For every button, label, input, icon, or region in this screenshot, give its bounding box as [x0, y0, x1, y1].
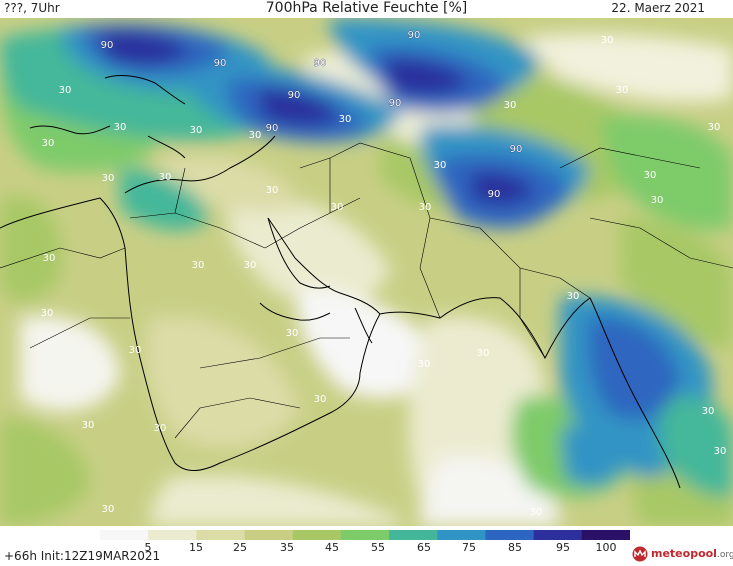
meteopool-logo: meteopool.org — [632, 544, 733, 564]
colorbar-swatch — [437, 530, 486, 540]
contour-label: 30 — [102, 173, 115, 184]
contour-label: 30 — [41, 308, 54, 319]
logo-name: meteopool — [651, 547, 717, 560]
valid-date-label: 22. Maerz 2021 — [611, 1, 705, 15]
contour-label: 30 — [331, 202, 344, 213]
humidity-map: 90 90 90 90 90 90 90 90 90 30 30 30 30 30 30 30 30 30 30 30… — [0, 18, 733, 526]
contour-label: 30 — [244, 260, 257, 271]
contour-label: 90 — [488, 189, 501, 200]
contour-label: 30 — [714, 446, 727, 457]
contour-label: 30 — [129, 345, 142, 356]
colorbar-label: 45 — [325, 541, 339, 554]
contour-label: 30 — [651, 195, 664, 206]
colorbar-label: 100 — [595, 541, 617, 554]
colorbar-label: 75 — [462, 541, 476, 554]
contour-label: 90 — [408, 30, 421, 41]
contour-labels: 90 90 90 90 90 90 90 90 90 30 30 30 30 30 30 30 30 30 30 30… — [41, 30, 727, 518]
colorbar-swatch — [389, 530, 438, 540]
colorbar-label: 25 — [233, 541, 247, 554]
contour-label: 30 — [82, 420, 95, 431]
contour-label: 30 — [567, 291, 580, 302]
contour-label: 30 — [616, 85, 629, 96]
colorbar-label: 55 — [371, 541, 385, 554]
contour-label: 30 — [190, 125, 203, 136]
contour-label: 30 — [42, 138, 55, 149]
colorbar-label: 5 — [144, 541, 152, 554]
colorbar-label: 85 — [508, 541, 522, 554]
colorbar-swatch — [533, 530, 583, 540]
contour-label: 30 — [434, 160, 447, 171]
contour-label: 30 — [286, 328, 299, 339]
contour-label: 90 — [101, 40, 114, 51]
contour-label: 30 — [339, 114, 352, 125]
colorbar-swatch — [340, 530, 390, 540]
contour-label: 30 — [102, 504, 115, 515]
colorbar-swatch — [148, 530, 197, 540]
contour-label: 30 — [477, 348, 490, 359]
colorbar-swatch — [244, 530, 294, 540]
header: ???, 7Uhr 700hPa Relative Feuchte [%] 22… — [0, 0, 733, 18]
contour-label: 30 — [59, 85, 72, 96]
contour-label: 30 — [702, 406, 715, 417]
colorbar-label: 15 — [189, 541, 203, 554]
colorbar-label: 95 — [556, 541, 570, 554]
contour-label: 30 — [154, 423, 167, 434]
colorbar-label: 35 — [280, 541, 294, 554]
colorbar-label: 65 — [417, 541, 431, 554]
country-borders — [0, 142, 733, 439]
contour-label: 30 — [159, 172, 172, 183]
contour-label: 30 — [708, 122, 721, 133]
forecast-time-label: ???, 7Uhr — [4, 1, 60, 15]
contour-label: 30 — [644, 170, 657, 181]
footer: 5 15 25 35 45 55 65 75 85 95 100 +66h Init:12Z19MA… — [0, 526, 733, 566]
contour-label: 30 — [419, 202, 432, 213]
contour-label: 30 — [192, 260, 205, 271]
contour-label: 90 — [214, 58, 227, 69]
contour-label: 90 — [288, 90, 301, 101]
contour-label: 30 — [249, 130, 262, 141]
colorbar-swatch — [581, 530, 630, 540]
colorbar-swatch — [100, 530, 149, 540]
contour-label: 30 — [266, 185, 279, 196]
map-title: 700hPa Relative Feuchte [%] — [265, 0, 468, 16]
contour-label: 30 — [114, 122, 127, 133]
colorbar-swatch — [485, 530, 535, 540]
contour-label: 30 — [530, 507, 543, 518]
contour-label: 90 — [314, 58, 327, 69]
contour-label: 30 — [314, 394, 327, 405]
colorbar — [100, 530, 630, 540]
logo-suffix: .org — [716, 550, 733, 560]
logo-icon — [632, 546, 648, 562]
coastlines — [0, 75, 681, 489]
colorbar-swatch — [196, 530, 246, 540]
contour-label: 90 — [266, 123, 279, 134]
contour-label: 30 — [43, 253, 56, 264]
contour-label: 30 — [601, 35, 614, 46]
colorbar-swatch — [292, 530, 342, 540]
init-time-label: +66h Init:12Z19MAR2021 — [4, 549, 161, 563]
contour-label: 30 — [504, 100, 517, 111]
humidity-field — [0, 18, 733, 526]
contour-label: 90 — [510, 144, 523, 155]
contour-label: 30 — [418, 359, 431, 370]
contour-label: 90 — [389, 98, 402, 109]
